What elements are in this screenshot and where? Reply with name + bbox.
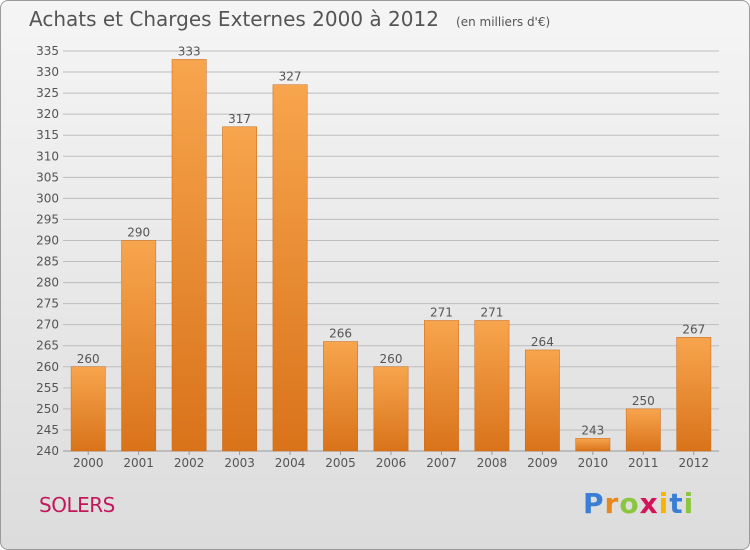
chart-title-block: Achats et Charges Externes 2000 à 2012 (… <box>29 7 550 31</box>
city-name: SOLERS <box>39 493 115 517</box>
bar-value-label: 266 <box>329 327 352 341</box>
y-tick-label: 295 <box>36 212 59 226</box>
y-tick-label: 315 <box>36 128 59 142</box>
bar <box>222 126 258 452</box>
bar-value-label: 243 <box>581 423 604 437</box>
bar <box>171 59 207 452</box>
x-tick-label: 2009 <box>527 456 558 470</box>
y-tick-label: 260 <box>36 360 59 374</box>
x-tick-label: 2003 <box>224 456 255 470</box>
bar-value-label: 290 <box>127 225 150 239</box>
y-tick-label: 255 <box>36 381 59 395</box>
y-tick-label: 245 <box>36 423 59 437</box>
x-tick-label: 2005 <box>325 456 356 470</box>
chart-subtitle: (en milliers d'€) <box>456 15 551 29</box>
bar <box>676 337 712 452</box>
bar <box>121 240 157 452</box>
y-tick-label: 285 <box>36 255 59 269</box>
x-tick-label: 2006 <box>376 456 407 470</box>
x-tick-label: 2004 <box>275 456 306 470</box>
y-tick-label: 250 <box>36 402 59 416</box>
bar <box>524 349 560 452</box>
y-tick-label: 300 <box>36 191 59 205</box>
bar <box>323 341 358 452</box>
y-tick-label: 330 <box>36 65 59 79</box>
y-tick-label: 305 <box>36 170 59 184</box>
bar-value-label: 264 <box>531 335 554 349</box>
y-tick-label: 335 <box>36 44 59 58</box>
chart-title: Achats et Charges Externes 2000 à 2012 <box>29 7 439 31</box>
x-tick-label: 2008 <box>477 456 508 470</box>
bar <box>373 366 409 452</box>
y-tick-label: 280 <box>36 276 59 290</box>
bar-value-label: 317 <box>228 112 251 126</box>
y-tick-label: 290 <box>36 233 59 247</box>
bar <box>625 408 661 452</box>
bar-value-label: 327 <box>279 70 302 84</box>
logo-letter: P <box>583 487 605 520</box>
y-tick-label: 265 <box>36 339 59 353</box>
logo-letter: t <box>669 487 684 520</box>
x-tick-label: 2010 <box>578 456 609 470</box>
proxiti-logo: Proxiti <box>583 487 694 520</box>
y-tick-label: 325 <box>36 86 59 100</box>
logo-letter: i <box>658 487 670 520</box>
y-tick-label: 275 <box>36 297 59 311</box>
logo-letter: i <box>683 487 695 520</box>
bar-value-label: 260 <box>77 352 100 366</box>
y-tick-label: 240 <box>36 444 59 458</box>
x-tick-label: 2012 <box>678 456 709 470</box>
bar <box>424 320 459 452</box>
x-tick-label: 2011 <box>628 456 659 470</box>
x-tick-label: 2007 <box>426 456 457 470</box>
bar-value-label: 250 <box>632 394 655 408</box>
bar-value-label: 260 <box>380 352 403 366</box>
logo-letter: o <box>619 487 640 520</box>
y-tick-label: 320 <box>36 107 59 121</box>
x-tick-label: 2001 <box>123 456 154 470</box>
bar-value-label: 333 <box>178 44 201 58</box>
bar <box>575 438 611 452</box>
bar <box>272 84 308 452</box>
x-tick-label: 2000 <box>73 456 104 470</box>
x-tick-label: 2002 <box>174 456 205 470</box>
logo-letter: x <box>639 487 659 520</box>
bar <box>70 366 106 452</box>
y-tick-label: 270 <box>36 318 59 332</box>
y-tick-label: 310 <box>36 149 59 163</box>
bar-value-label: 267 <box>682 322 705 336</box>
bar <box>474 320 510 452</box>
bar-value-label: 271 <box>430 305 453 319</box>
logo-letter: r <box>604 487 620 520</box>
bar-value-label: 271 <box>480 305 503 319</box>
